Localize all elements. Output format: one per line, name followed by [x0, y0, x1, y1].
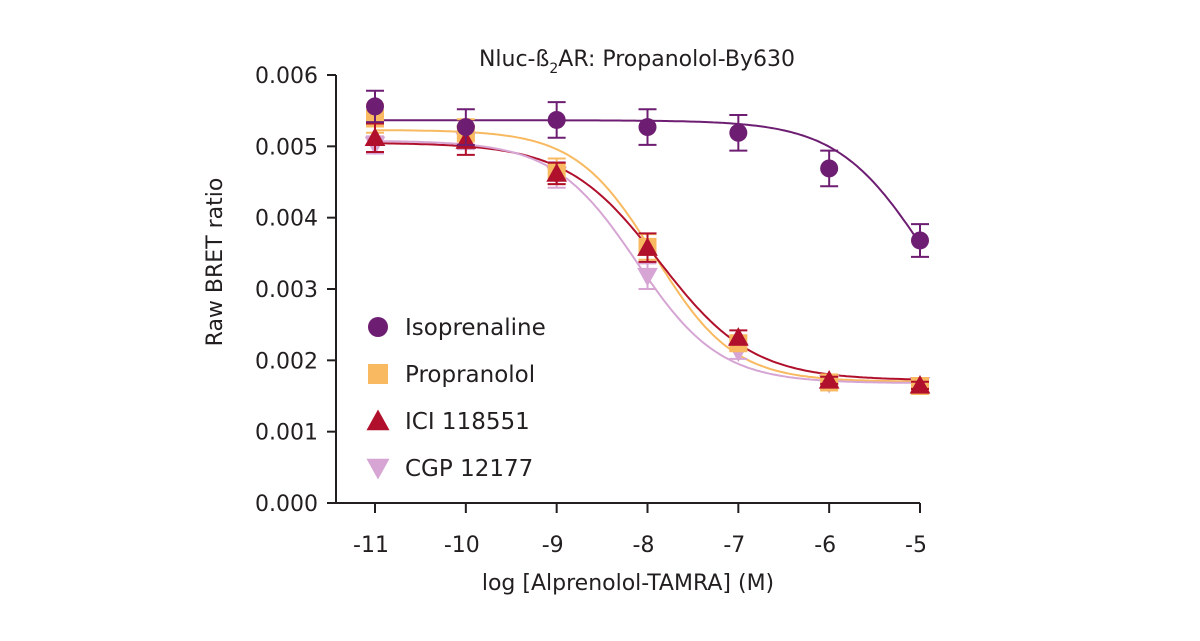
data-points [364, 89, 931, 396]
chart-title-prefix: Nluc-ß [479, 47, 549, 72]
legend-marker-2 [366, 409, 390, 431]
x-tick-label: -9 [542, 533, 564, 558]
data-point-2-5 [818, 369, 840, 389]
x-tick-label: -7 [723, 533, 745, 558]
y-axis-label: Raw BRET ratio [203, 178, 228, 347]
data-point-0-6 [911, 231, 929, 250]
x-axis: -11 -10 -9 -8 -7 -6 -5 [336, 502, 927, 558]
data-point-2-2 [546, 163, 568, 182]
x-tick-label: -11 [353, 533, 389, 558]
y-tick-label: 0.005 [255, 135, 318, 160]
x-tick-label: -10 [444, 533, 480, 558]
data-point-2-4 [727, 327, 749, 346]
data-point-0-1 [456, 118, 475, 137]
data-point-2-0 [364, 127, 386, 147]
data-point-0-3 [638, 118, 657, 137]
legend-label-0: Isoprenaline [405, 315, 546, 341]
legend: Isoprenaline Propranolol ICI 118551 CGP 121… [366, 315, 546, 482]
data-point-0-4 [729, 123, 748, 142]
x-tick-label: -5 [905, 533, 927, 558]
x-axis-label: log [Alprenolol-TAMRA] (M) [482, 571, 774, 596]
chart-title-subscript: 2 [549, 61, 558, 77]
y-tick-label: 0.001 [255, 421, 318, 446]
data-point-0-2 [547, 110, 566, 129]
y-axis: 0.000 0.001 0.002 0.003 0.004 0.005 0.006 [255, 64, 337, 517]
legend-marker-3 [366, 458, 390, 480]
y-tick-label: 0.006 [255, 64, 318, 89]
data-point-2-6 [909, 374, 931, 394]
y-tick-label: 0.002 [255, 349, 318, 374]
data-point-2-3 [637, 237, 658, 256]
data-point-0-0 [366, 97, 384, 116]
legend-label-3: CGP 12177 [405, 456, 533, 482]
y-tick-label: 0.004 [255, 207, 318, 232]
y-tick-label: 0.003 [255, 278, 318, 303]
legend-label-2: ICI 118551 [405, 409, 530, 435]
data-point-3-3 [637, 267, 658, 287]
chart-title-suffix: AR: Propanolol-By630 [558, 47, 795, 72]
legend-marker-1 [368, 364, 388, 384]
data-point-0-5 [820, 159, 839, 178]
chart-title: Nluc-ß2AR: Propanolol-By630 [479, 47, 795, 77]
x-tick-label: -8 [633, 533, 655, 558]
legend-label-1: Propranolol [405, 362, 535, 388]
x-tick-label: -6 [814, 533, 836, 558]
y-tick-label: 0.000 [255, 492, 318, 517]
legend-marker-0 [368, 317, 388, 337]
